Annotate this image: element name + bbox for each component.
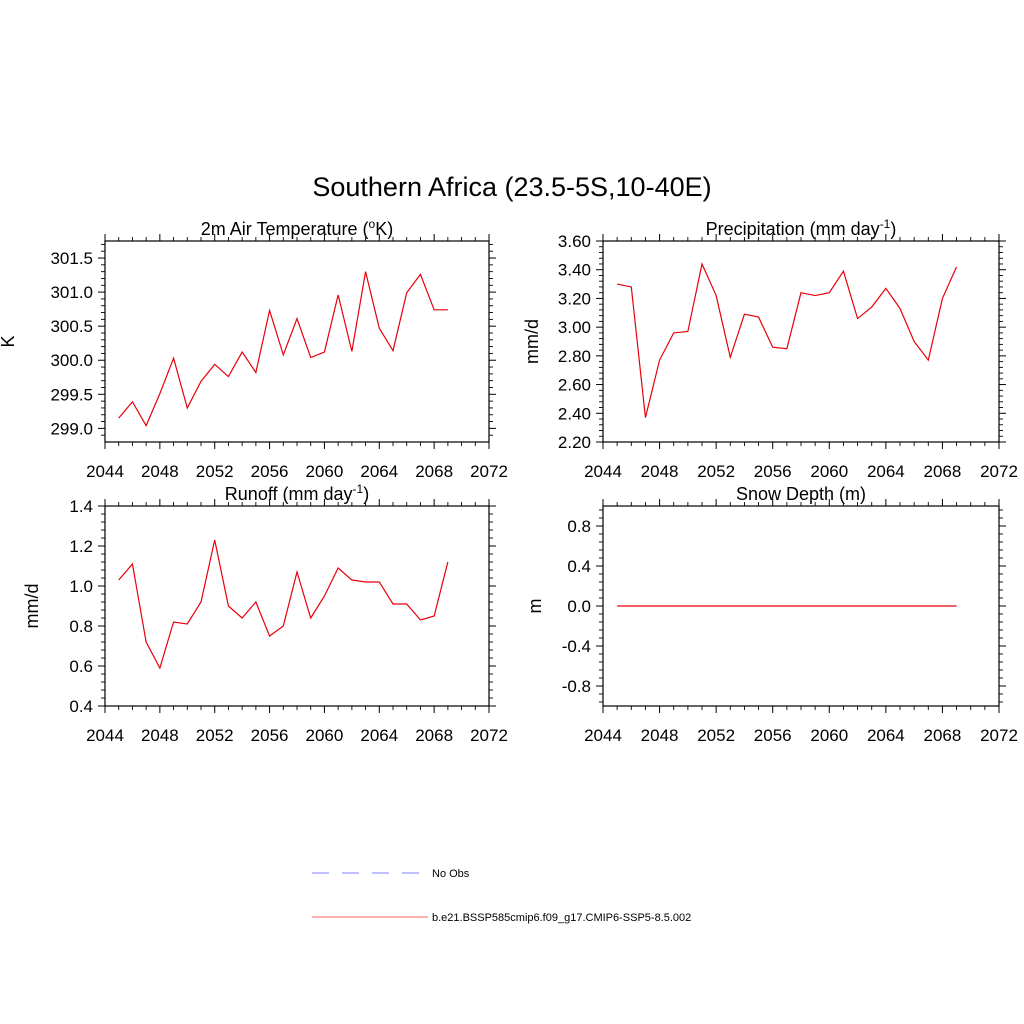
x-tick-label: 2060	[810, 462, 848, 481]
x-tick-label: 2060	[810, 726, 848, 745]
panel-title: Runoff (mm day-1)	[225, 482, 369, 504]
panels: 2044 2048 2052 2056 2060 2064 2068 2072 299.0 299…	[0, 217, 1018, 745]
panel-title: Snow Depth (m)	[736, 484, 866, 504]
figure-title: Southern Africa (23.5-5S,10-40E)	[312, 172, 711, 202]
plot-frame	[104, 240, 490, 443]
y-tick-label: 0.4	[69, 697, 93, 716]
x-tick-label: 2064	[360, 462, 398, 481]
panel-3: 2044 2048 2052 2056 2060 2064 2068 2072 -0.8 -0.4…	[525, 484, 1018, 745]
x-tick-label: 2072	[980, 726, 1018, 745]
y-axis-label: mm/d	[522, 319, 542, 364]
x-tick-label: 2048	[141, 726, 179, 745]
x-tick-label: 2072	[470, 462, 508, 481]
y-tick-label: -0.8	[562, 677, 591, 696]
y-tick-label: 3.60	[558, 232, 591, 251]
y-tick-label: 1.4	[69, 497, 93, 516]
y-tick-label: 0.4	[567, 557, 591, 576]
y-tick-label: 0.0	[567, 597, 591, 616]
y-tick-label: 3.00	[558, 318, 591, 337]
y-tick-label: 2.20	[558, 433, 591, 452]
y-tick-label: 2.60	[558, 376, 591, 395]
y-tick-label: 299.5	[50, 385, 93, 404]
series-line	[118, 271, 448, 427]
panel-title: 2m Air Temperature (oK)	[201, 217, 393, 239]
x-tick-label: 2044	[86, 462, 124, 481]
x-tick-label: 2060	[306, 462, 344, 481]
legend-model-label: b.e21.BSSP585cmip6.f09_g17.CMIP6-SSP5-8.…	[432, 912, 691, 924]
series-line	[118, 539, 449, 670]
legend: No Obs b.e21.BSSP585cmip6.f09_g17.CMIP6-…	[312, 868, 691, 924]
x-tick-label: 2044	[584, 726, 622, 745]
panel-title: Precipitation (mm day-1)	[706, 217, 897, 239]
y-tick-label: 300.0	[50, 351, 93, 370]
panel-0: 2044 2048 2052 2056 2060 2064 2068 2072 299.0 299…	[0, 217, 508, 481]
x-tick-label: 2064	[360, 726, 398, 745]
x-tick-label: 2052	[697, 462, 735, 481]
y-tick-label: 2.40	[558, 404, 591, 423]
x-tick-label: 2056	[251, 462, 289, 481]
y-tick-label: 301.0	[50, 283, 93, 302]
x-tick-label: 2052	[196, 462, 234, 481]
y-axis-label: K	[0, 335, 18, 347]
y-tick-label: 3.20	[558, 289, 591, 308]
y-tick-label: -0.4	[562, 637, 591, 656]
x-tick-label: 2044	[584, 462, 622, 481]
panel-1: 2044 2048 2052 2056 2060 2064 2068 2072 2.20 2.40…	[522, 217, 1018, 481]
y-tick-label: 1.0	[69, 577, 93, 596]
x-tick-label: 2044	[86, 726, 124, 745]
y-tick-label: 301.5	[50, 249, 93, 268]
x-tick-label: 2072	[470, 726, 508, 745]
x-tick-label: 2052	[697, 726, 735, 745]
y-axis-label: mm/d	[22, 584, 42, 629]
x-tick-label: 2068	[415, 462, 453, 481]
x-tick-label: 2056	[251, 726, 289, 745]
y-tick-label: 2.80	[558, 347, 591, 366]
x-tick-label: 2056	[754, 462, 792, 481]
y-tick-label: 0.6	[69, 657, 93, 676]
plot-frame	[104, 505, 490, 707]
x-tick-label: 2072	[980, 462, 1018, 481]
x-tick-label: 2060	[306, 726, 344, 745]
x-tick-label: 2048	[141, 462, 179, 481]
panel-2: 2044 2048 2052 2056 2060 2064 2068 2072 0.4 0.6 0.…	[22, 482, 508, 745]
x-tick-label: 2068	[415, 726, 453, 745]
y-tick-label: 0.8	[567, 517, 591, 536]
x-tick-label: 2068	[924, 726, 962, 745]
y-tick-label: 299.0	[50, 419, 93, 438]
y-tick-label: 300.5	[50, 317, 93, 336]
x-tick-label: 2048	[641, 726, 679, 745]
y-tick-label: 3.40	[558, 261, 591, 280]
x-tick-label: 2064	[867, 726, 905, 745]
series-line	[617, 262, 958, 418]
y-tick-label: 1.2	[69, 537, 93, 556]
legend-no-obs-label: No Obs	[432, 868, 470, 880]
y-tick-label: 0.8	[69, 617, 93, 636]
x-tick-label: 2052	[196, 726, 234, 745]
x-tick-label: 2048	[641, 462, 679, 481]
x-tick-label: 2056	[754, 726, 792, 745]
plot-frame	[602, 240, 1000, 443]
y-axis-label: m	[525, 599, 545, 614]
x-tick-label: 2068	[924, 462, 962, 481]
x-tick-label: 2064	[867, 462, 905, 481]
